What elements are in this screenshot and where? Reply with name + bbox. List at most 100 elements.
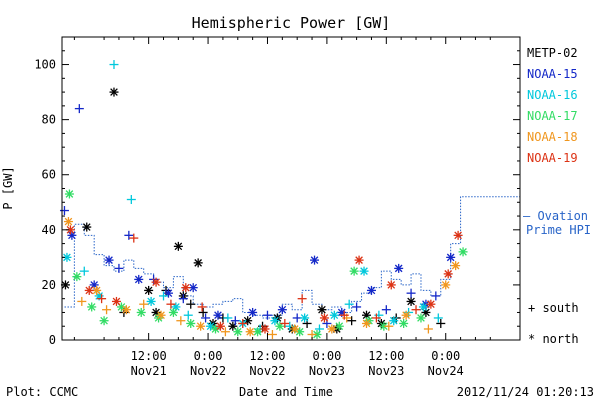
data-point-south (220, 327, 230, 337)
data-point-north (389, 316, 399, 326)
data-point-south (176, 316, 186, 326)
data-point-south (381, 305, 391, 315)
data-point-south (433, 313, 443, 323)
x-tick-label-date: Nov24 (428, 364, 464, 378)
data-point-north (215, 321, 225, 331)
data-point-north (134, 274, 144, 284)
y-tick-label: 60 (42, 168, 56, 182)
x-tick-label-time: 12:00 (131, 349, 167, 363)
data-point-north (186, 318, 196, 328)
data-point-north (64, 189, 74, 199)
data-point-south (406, 288, 416, 298)
series-noaa-15 (59, 104, 456, 328)
x-tick-label-date: Nov23 (309, 364, 345, 378)
data-point-north (168, 307, 178, 317)
data-point-south (102, 305, 112, 315)
data-point-north (136, 307, 146, 317)
data-point-north (87, 302, 97, 312)
data-point-south (423, 324, 433, 334)
x-tick-label-time: 12:00 (249, 349, 285, 363)
data-point-south (223, 313, 233, 323)
y-axis-label: P [GW] (1, 166, 15, 209)
plot-frame (61, 36, 521, 341)
data-point-north (210, 324, 220, 334)
data-point-north (173, 241, 183, 251)
data-point-south (344, 299, 354, 309)
data-point-south (79, 266, 89, 276)
ovation-hpi-line (64, 196, 520, 319)
x-tick-label-time: 0:00 (312, 349, 341, 363)
data-point-north (354, 255, 364, 265)
data-point-north (317, 305, 327, 315)
data-point-north (260, 324, 270, 334)
data-point-north (319, 313, 329, 323)
data-point-north (399, 318, 409, 328)
data-point-north (359, 266, 369, 276)
x-tick-label-time: 12:00 (368, 349, 404, 363)
data-point-north (213, 310, 223, 320)
data-point-north (196, 321, 206, 331)
legend-marker-north: * north (528, 332, 579, 346)
legend-entry-noaa-19: NOAA-19 (527, 151, 578, 165)
data-point-south (183, 310, 193, 320)
data-point-north (144, 285, 154, 295)
data-point-north (109, 87, 119, 97)
data-point-north (92, 285, 102, 295)
data-point-north (394, 263, 404, 273)
data-point-south (124, 230, 134, 240)
data-point-north (82, 222, 92, 232)
data-point-north (386, 280, 396, 290)
data-point-north (146, 296, 156, 306)
data-point-south (238, 318, 248, 328)
data-point-north (426, 299, 436, 309)
data-point-north (104, 255, 114, 265)
data-point-north (327, 324, 337, 334)
y-tick-label: 0 (49, 333, 56, 347)
data-point-south (97, 294, 107, 304)
data-point-north (245, 327, 255, 337)
data-point-north (111, 296, 121, 306)
chart-title: Hemispheric Power [GW] (192, 14, 391, 32)
data-point-south (436, 318, 446, 328)
legend: METP-02 NOAA-15 NOAA-16 NOAA-17 NOAA-18 NOAA-… (523, 46, 591, 346)
points-layer (59, 60, 468, 339)
x-tick-label-time: 0:00 (431, 349, 460, 363)
data-point-south (178, 294, 188, 304)
data-point-south (59, 206, 69, 216)
data-point-north (349, 266, 359, 276)
data-point-south (129, 233, 139, 243)
data-point-north (453, 230, 463, 240)
legend-ovation-line2: Prime HPI (526, 223, 591, 237)
axes-layer: 02040608010012:00Nov210:00Nov2212:00Nov2… (34, 36, 520, 378)
data-point-north (151, 277, 161, 287)
data-point-north (248, 307, 258, 317)
data-point-south (230, 316, 240, 326)
data-point-north (72, 272, 82, 282)
data-point-south (186, 299, 196, 309)
ovation-layer (64, 196, 520, 319)
data-point-north (67, 230, 77, 240)
legend-entry-noaa-16: NOAA-16 (527, 88, 578, 102)
data-point-north (193, 258, 203, 268)
data-point-south (126, 195, 136, 205)
data-point-south (198, 307, 208, 317)
data-point-north (334, 321, 344, 331)
data-point-north (99, 316, 109, 326)
data-point-north (443, 269, 453, 279)
data-point-south (431, 291, 441, 301)
data-point-north (418, 302, 428, 312)
x-tick-label-date: Nov23 (368, 364, 404, 378)
data-point-south (347, 316, 357, 326)
data-point-north (300, 313, 310, 323)
series-noaa-19 (65, 225, 463, 334)
x-axis-label: Date and Time (239, 385, 333, 399)
data-point-north (441, 280, 451, 290)
data-point-south (371, 313, 381, 323)
footer-timestamp: 2012/11/24 01:20:13 (457, 385, 594, 399)
data-point-north (458, 247, 468, 257)
data-point-south (267, 329, 277, 339)
data-point-south (159, 291, 169, 301)
data-point-south (114, 263, 124, 273)
